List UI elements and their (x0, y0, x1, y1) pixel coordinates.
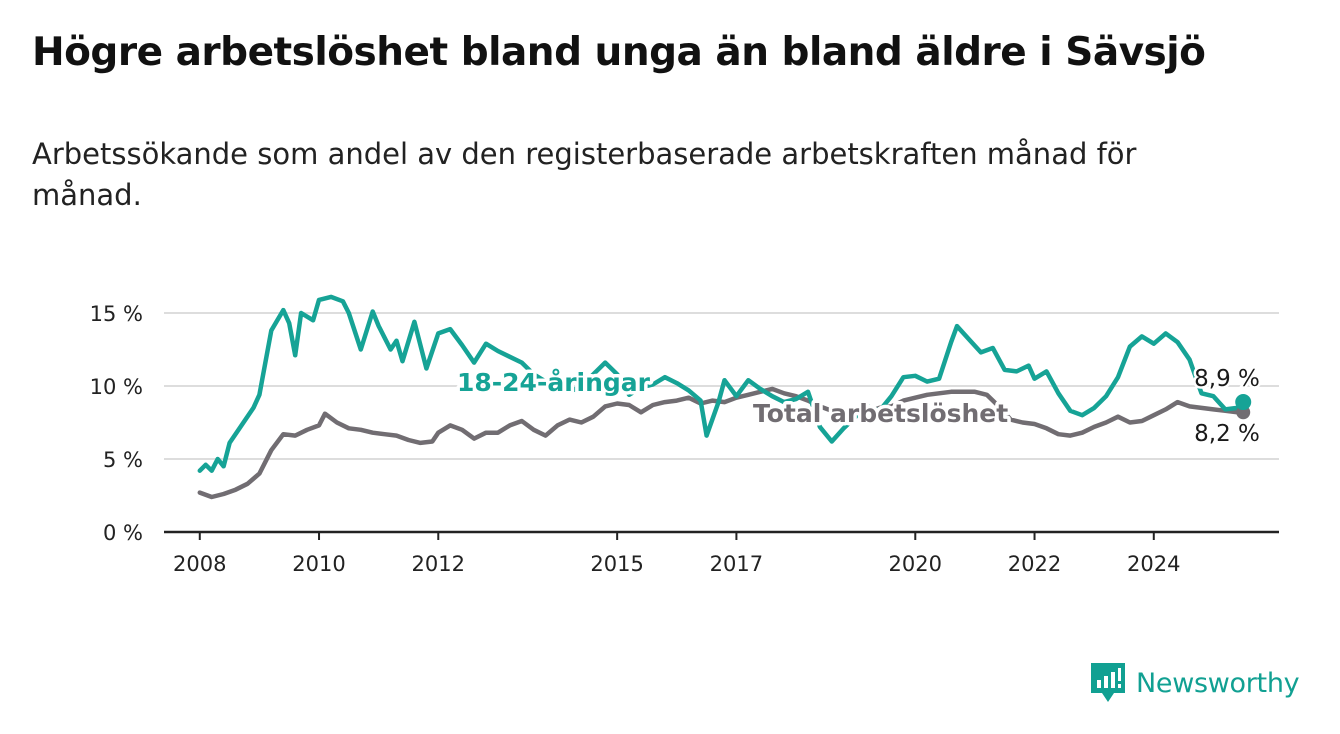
series-end-marker-youth (1235, 394, 1252, 411)
x-tick-label: 2012 (412, 552, 465, 576)
x-tick-label: 2010 (292, 552, 345, 576)
newsworthy-logo-icon (1091, 663, 1125, 702)
y-tick-label: 10 % (90, 375, 143, 399)
end-label-total: 8,2 % (1194, 421, 1260, 447)
brand-logo: Newsworthy (1088, 660, 1300, 706)
series-label-youth: 18-24-åringar (457, 368, 651, 397)
chart-title: Högre arbetslöshet bland unga än bland ä… (32, 30, 1206, 75)
series-label-total: Total arbetslöshet (753, 399, 1008, 428)
y-tick-label: 15 % (90, 302, 143, 326)
brand-name: Newsworthy (1136, 667, 1300, 699)
y-tick-label: 0 % (103, 521, 143, 545)
x-tick-label: 2015 (590, 552, 643, 576)
series-line-total (197, 386, 1246, 500)
end-label-youth: 8,9 % (1194, 366, 1260, 392)
x-tick-label: 2024 (1127, 552, 1180, 576)
y-tick-label: 5 % (103, 448, 143, 472)
x-tick-label: 2020 (889, 552, 942, 576)
series-line-youth (197, 294, 1246, 473)
x-tick-label: 2017 (710, 552, 763, 576)
x-tick-label: 2022 (1008, 552, 1061, 576)
x-tick-label: 2008 (173, 552, 226, 576)
chart-subtitle: Arbetssökande som andel av den registerb… (32, 137, 1137, 212)
